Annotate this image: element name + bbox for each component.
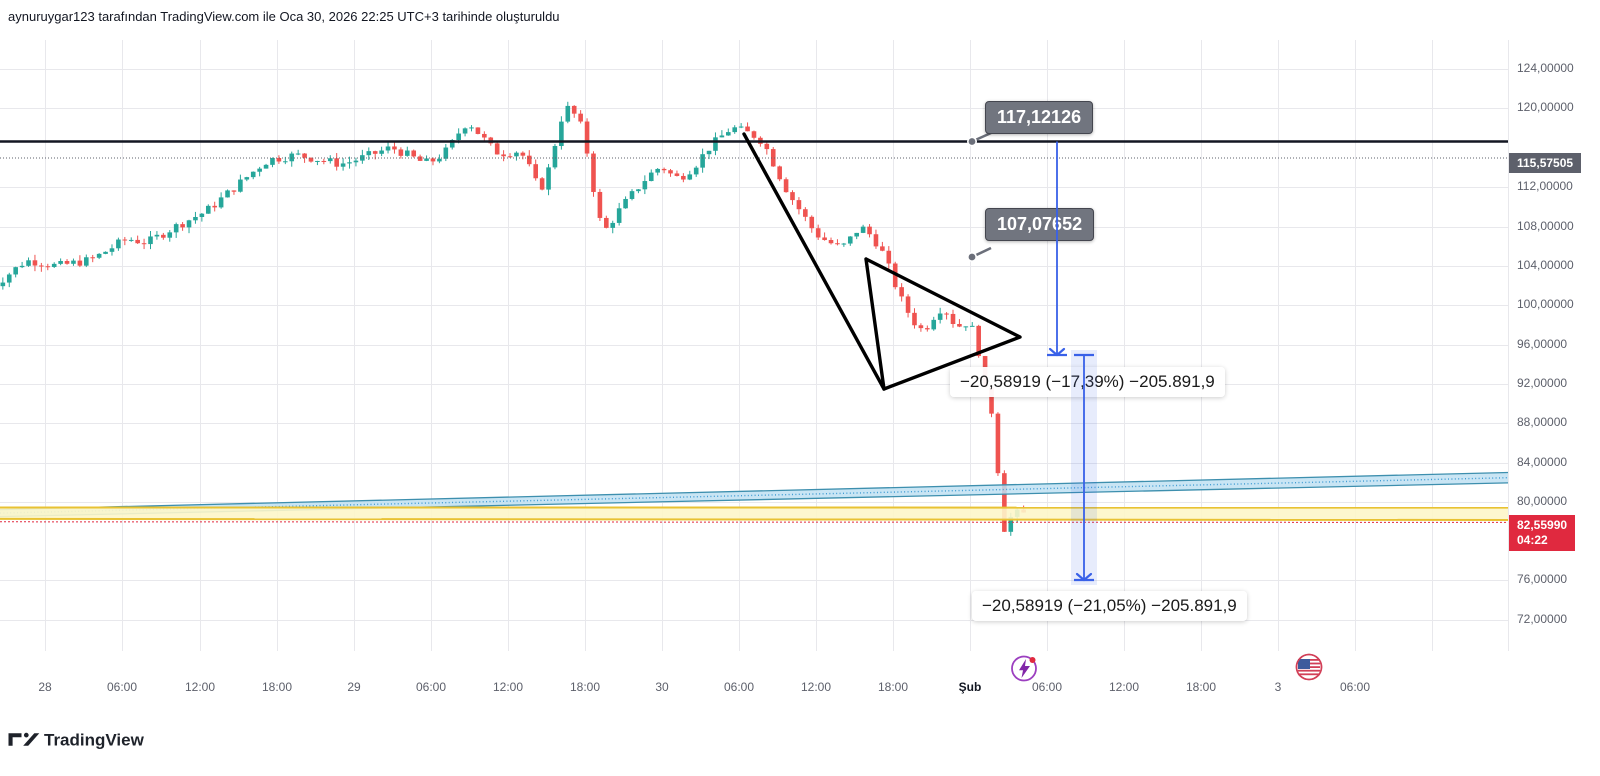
svg-text:TradingView: TradingView [44,731,145,750]
